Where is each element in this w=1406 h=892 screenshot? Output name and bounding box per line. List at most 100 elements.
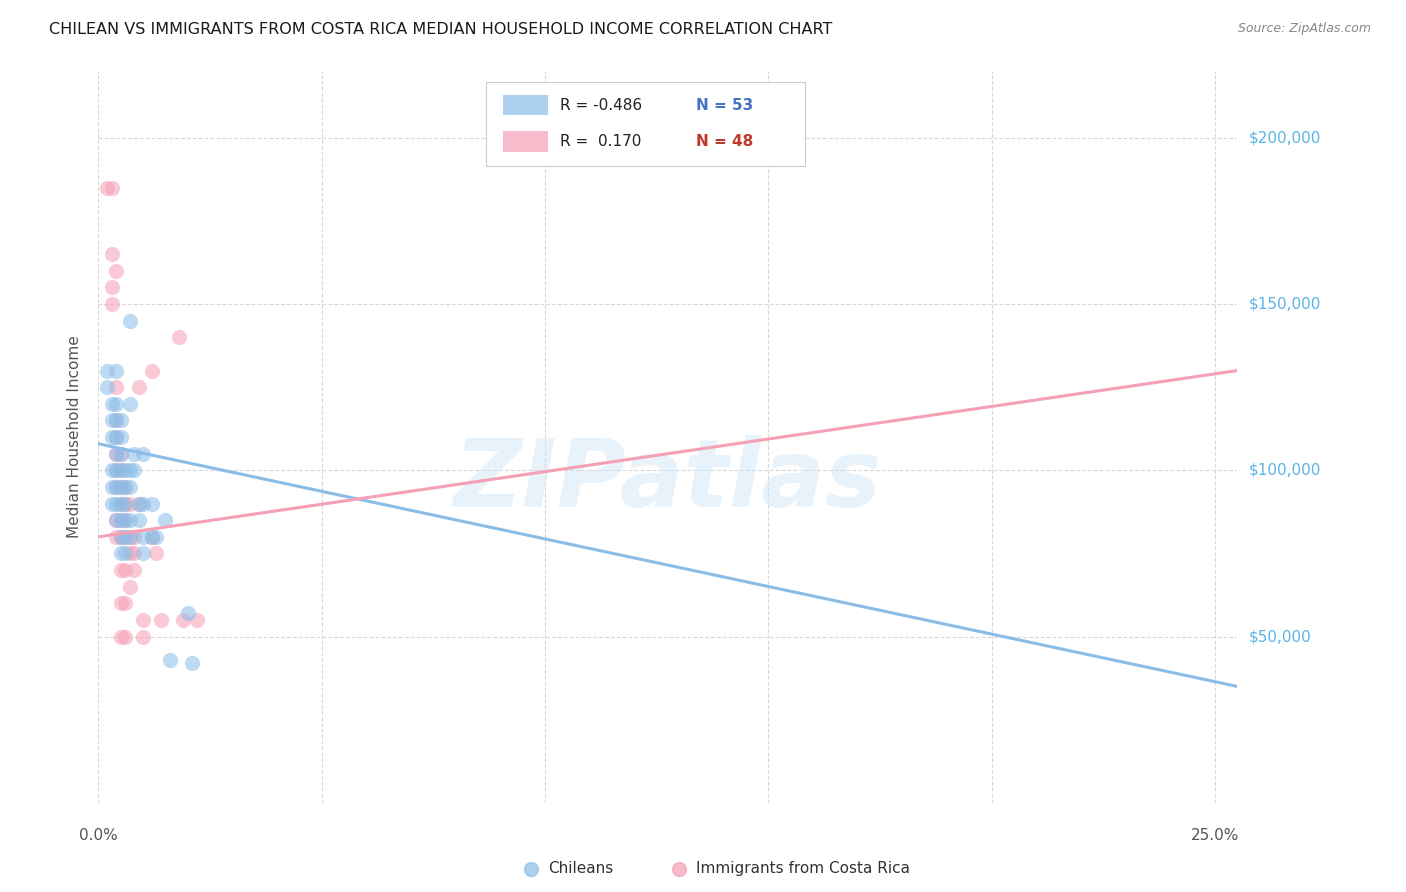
Point (110, 546, 132, 560)
Point (114, 563, 136, 577)
Point (114, 513, 136, 527)
Point (118, 530, 141, 544)
Point (118, 397, 141, 411)
Point (105, 513, 128, 527)
Point (101, 397, 124, 411)
Point (118, 580, 141, 594)
Point (132, 630, 155, 644)
Point (118, 530, 141, 544)
Point (101, 297, 124, 311)
Point (110, 513, 132, 527)
Point (110, 513, 132, 527)
Point (96, 380, 118, 394)
Point (122, 546, 145, 560)
Point (122, 463, 145, 477)
Point (141, 363, 163, 377)
Text: R =  0.170: R = 0.170 (560, 134, 641, 149)
Point (114, 497, 136, 511)
Point (114, 463, 136, 477)
Point (101, 180, 124, 194)
Point (105, 447, 128, 461)
Point (141, 530, 163, 544)
Point (110, 447, 132, 461)
Text: Immigrants from Costa Rica: Immigrants from Costa Rica (696, 861, 910, 876)
Point (96, 363, 118, 377)
Point (101, 463, 124, 477)
Point (101, 430, 124, 444)
Point (114, 513, 136, 527)
Point (114, 530, 136, 544)
Point (177, 607, 200, 621)
Point (110, 480, 132, 494)
Point (128, 497, 150, 511)
Point (122, 563, 145, 577)
Point (186, 613, 208, 627)
Point (128, 380, 150, 394)
Text: N = 48: N = 48 (696, 134, 754, 149)
Text: $100,000: $100,000 (1249, 463, 1320, 478)
Point (105, 430, 128, 444)
Point (110, 447, 132, 461)
Point (118, 497, 141, 511)
Point (167, 330, 190, 344)
Text: $50,000: $50,000 (1249, 629, 1312, 644)
Point (110, 430, 132, 444)
Point (114, 497, 136, 511)
Text: R = -0.486: R = -0.486 (560, 97, 641, 112)
Text: 25.0%: 25.0% (1191, 828, 1239, 843)
Point (110, 463, 132, 477)
Point (159, 653, 181, 667)
Point (105, 380, 128, 394)
Text: CHILEAN VS IMMIGRANTS FROM COSTA RICA MEDIAN HOUSEHOLD INCOME CORRELATION CHART: CHILEAN VS IMMIGRANTS FROM COSTA RICA ME… (49, 22, 832, 37)
Point (141, 497, 163, 511)
Point (110, 530, 132, 544)
Point (132, 447, 155, 461)
Point (149, 613, 172, 627)
Point (96, 180, 118, 194)
Point (110, 530, 132, 544)
Point (101, 413, 124, 427)
Point (105, 413, 128, 427)
Text: ZIPatlas: ZIPatlas (454, 435, 882, 527)
Point (114, 480, 136, 494)
Text: Source: ZipAtlas.com: Source: ZipAtlas.com (1237, 22, 1371, 36)
Y-axis label: Median Household Income: Median Household Income (67, 335, 83, 539)
Point (110, 413, 132, 427)
Point (110, 596, 132, 610)
Text: Chileans: Chileans (548, 861, 613, 876)
Point (114, 596, 136, 610)
Point (110, 463, 132, 477)
Text: 0.0%: 0.0% (79, 828, 118, 843)
Point (105, 413, 128, 427)
Point (105, 480, 128, 494)
Point (132, 497, 155, 511)
Point (145, 530, 167, 544)
Point (105, 463, 128, 477)
FancyBboxPatch shape (503, 95, 548, 115)
Point (114, 546, 136, 560)
Point (105, 363, 128, 377)
Point (118, 546, 141, 560)
Point (114, 530, 136, 544)
Text: $150,000: $150,000 (1249, 297, 1320, 311)
Point (110, 563, 132, 577)
FancyBboxPatch shape (503, 131, 548, 152)
Point (110, 480, 132, 494)
Point (105, 430, 128, 444)
Point (118, 480, 141, 494)
Point (105, 397, 128, 411)
Point (105, 497, 128, 511)
Point (181, 656, 204, 670)
Point (105, 480, 128, 494)
Point (101, 497, 124, 511)
Point (155, 513, 177, 527)
Point (101, 247, 124, 261)
Text: N = 53: N = 53 (696, 97, 754, 112)
Point (110, 497, 132, 511)
Point (128, 513, 150, 527)
Point (105, 447, 128, 461)
Point (114, 480, 136, 494)
Point (105, 530, 128, 544)
Point (172, 613, 194, 627)
Point (128, 497, 150, 511)
